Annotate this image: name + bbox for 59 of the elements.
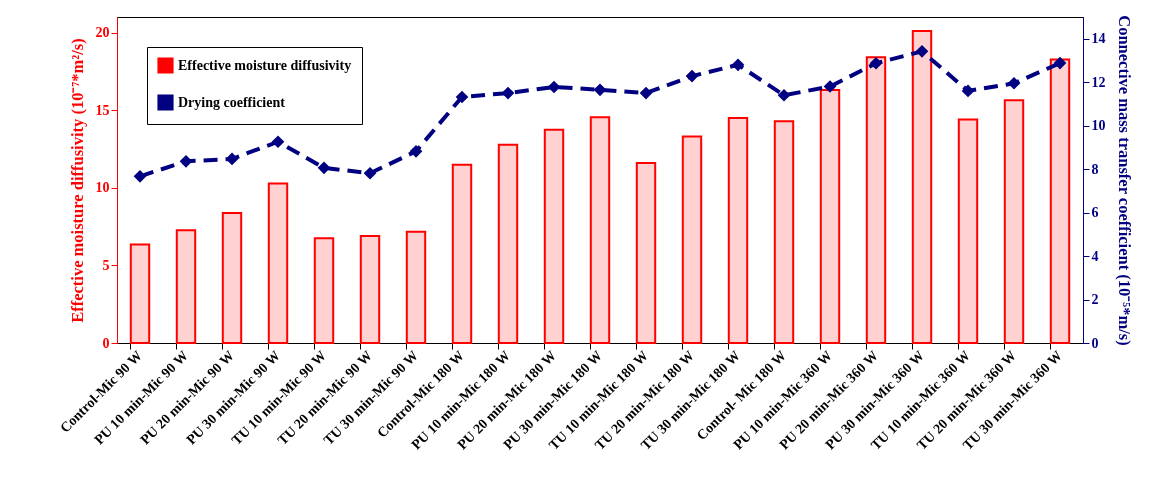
bar <box>129 243 151 344</box>
bar <box>727 117 749 344</box>
legend-label: Effective moisture diffusivity <box>178 57 352 73</box>
legend-label: Drying coefficient <box>178 94 286 110</box>
y2-tick-label: 2 <box>1091 292 1099 308</box>
point <box>869 56 883 70</box>
bar <box>359 235 381 344</box>
point <box>547 80 561 94</box>
point <box>685 69 699 83</box>
bar <box>451 163 473 344</box>
bar <box>497 143 519 344</box>
point <box>317 161 331 175</box>
y2-tick-label: 6 <box>1091 205 1099 221</box>
point <box>1007 76 1021 90</box>
point <box>133 169 147 183</box>
y2-tick-label: 12 <box>1091 74 1106 90</box>
point <box>593 83 607 97</box>
point <box>823 80 837 93</box>
y2-tick-label: 0 <box>1091 335 1099 351</box>
bar <box>1049 58 1071 344</box>
y-tick-label: 10 <box>95 180 110 196</box>
point <box>225 152 239 166</box>
bar <box>819 88 841 344</box>
point <box>179 154 193 168</box>
point <box>731 58 745 72</box>
y-tick-label: 5 <box>102 257 110 273</box>
bar <box>911 29 933 344</box>
point <box>915 45 929 58</box>
y-tick-label: 0 <box>102 335 110 351</box>
bar <box>543 128 565 344</box>
y2-tick-label: 4 <box>1091 248 1099 264</box>
bar <box>221 212 243 344</box>
bar <box>957 118 979 344</box>
y-tick-label: 20 <box>95 25 110 41</box>
bar <box>635 162 657 344</box>
bar <box>865 56 887 344</box>
bar <box>405 230 427 344</box>
point <box>639 86 653 100</box>
point <box>1053 56 1067 70</box>
bar <box>773 120 795 344</box>
point <box>363 166 377 180</box>
point <box>455 90 469 104</box>
point <box>777 88 791 102</box>
y-axis-title: Effective moisture diffusivity (10⁻⁷*m²/s) <box>67 38 87 323</box>
point <box>409 144 423 158</box>
y2-tick-label: 10 <box>1091 118 1106 134</box>
point <box>271 135 285 149</box>
y2-axis-title: Connective mass transfer coefficient (10⁻⁵*m/s) <box>1114 15 1134 346</box>
bar <box>267 182 289 344</box>
bar <box>1003 99 1025 344</box>
y-tick-label: 15 <box>95 102 110 118</box>
point <box>961 84 975 98</box>
point <box>501 86 515 100</box>
y2-tick-label: 8 <box>1091 161 1099 177</box>
bar <box>589 116 611 344</box>
bar <box>175 229 197 344</box>
bar <box>313 237 335 344</box>
bar <box>681 135 703 344</box>
y2-tick-label: 14 <box>1091 31 1106 47</box>
